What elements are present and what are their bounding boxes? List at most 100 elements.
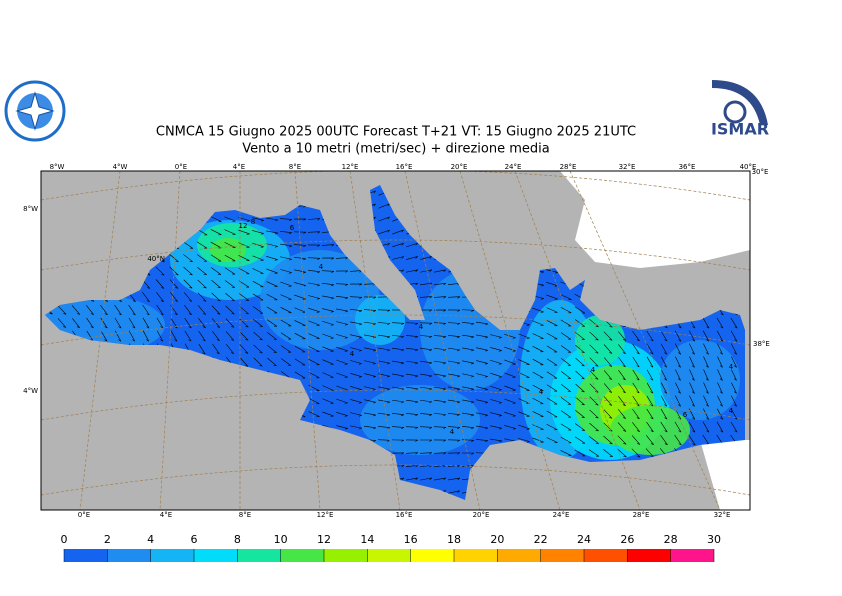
wind-arrow	[546, 384, 558, 392]
wind-arrow	[434, 386, 447, 391]
wind-arrow	[336, 308, 349, 313]
wind-arrow	[280, 231, 293, 235]
colorbar-tick-label: 24	[577, 533, 591, 546]
wind-arrow	[461, 322, 475, 326]
wind-arrow	[142, 330, 150, 342]
wind-arrow	[419, 296, 433, 299]
left-logo	[4, 80, 66, 142]
wind-arrow	[546, 397, 558, 405]
wind-arrow	[239, 344, 249, 354]
wind-arrow	[183, 292, 193, 302]
wind-arrow	[419, 452, 433, 455]
wind-arrow	[253, 331, 263, 341]
wind-arrow	[646, 408, 654, 420]
wind-arrow	[364, 373, 376, 378]
wind-arrow	[730, 408, 738, 420]
wind-arrow	[731, 356, 737, 368]
wind-arrow	[689, 356, 695, 368]
wind-arrow	[730, 317, 738, 329]
lon-label: 32°E	[714, 511, 731, 519]
wind-arrow	[225, 318, 235, 328]
lon-label: 4°W	[113, 163, 128, 171]
wind-arrow	[447, 439, 461, 442]
wind-arrow	[660, 395, 668, 407]
wind-arrow	[364, 360, 376, 365]
wind-arrow	[518, 372, 530, 379]
wind-arrow	[434, 360, 447, 365]
wind-arrow	[86, 305, 94, 315]
wind-arrow	[308, 320, 320, 326]
wind-arrow	[546, 320, 558, 327]
wind-arrow	[632, 422, 640, 432]
wind-arrow	[293, 244, 307, 247]
wind-arrow	[308, 371, 320, 379]
wind-arrow	[198, 318, 206, 329]
wind-arrow	[266, 256, 278, 261]
map: 12 8 6 4 4 4 4 4 6 4 4 4	[41, 171, 750, 510]
wind-arrow	[546, 410, 558, 418]
wind-arrow	[546, 437, 558, 443]
wind-arrow	[560, 332, 572, 340]
wind-arrow	[308, 346, 320, 353]
wind-arrow	[532, 320, 544, 326]
wind-arrow	[448, 347, 461, 352]
wind-arrow	[546, 332, 558, 340]
contour-label: 4	[450, 428, 455, 436]
colorbar-tick-label: 8	[234, 533, 241, 546]
wind-arrow	[364, 334, 377, 339]
wind-arrow	[490, 399, 502, 404]
wind-arrow	[461, 439, 475, 442]
wind-arrow	[364, 412, 376, 417]
wind-arrow	[419, 335, 433, 338]
wind-arrow	[391, 322, 405, 325]
wind-arrow	[674, 330, 682, 342]
wind-arrow	[128, 317, 136, 329]
color-cell	[410, 549, 454, 562]
wind-arrow	[238, 255, 250, 262]
colorbar-tick-label: 20	[490, 533, 504, 546]
wind-arrow	[170, 330, 178, 342]
wind-arrow	[420, 360, 433, 365]
wind-arrow	[617, 448, 627, 458]
wind-arrow	[490, 412, 502, 417]
wind-arrow	[363, 309, 377, 312]
colorbar-tick-label: 28	[664, 533, 678, 546]
wind-arrow	[574, 423, 586, 431]
wind-arrow	[266, 217, 279, 222]
colorbar-tick-label: 30	[707, 533, 721, 546]
wind-arrow	[336, 398, 348, 404]
wind-arrow	[280, 345, 292, 353]
wind-arrow	[308, 333, 320, 339]
wind-arrow	[518, 411, 530, 417]
wind-arrow	[336, 372, 348, 378]
wind-arrow	[603, 449, 613, 458]
wind-arrow	[308, 307, 320, 313]
ismar-logo: ISMAR	[711, 80, 770, 139]
wind-arrow	[433, 335, 447, 339]
wind-arrow	[603, 344, 613, 354]
color-cell	[324, 549, 368, 562]
wind-arrow	[100, 304, 108, 316]
wind-arrow	[378, 203, 390, 209]
colorbar-tick-label: 14	[360, 533, 374, 546]
graticule-labels: 8°W 4°W 0°E 4°E 8°E 12°E 16°E 20°E 24°E 28°E 32°E 3…	[23, 163, 770, 519]
wind-arrow	[546, 423, 558, 431]
wind-arrow	[717, 382, 723, 394]
wind-arrow	[419, 309, 433, 312]
wind-arrow	[322, 346, 334, 352]
wind-arrow	[280, 281, 292, 287]
graticule	[41, 171, 750, 510]
wind-arrow	[660, 369, 668, 381]
wind-arrow	[307, 257, 321, 260]
wind-arrow	[546, 307, 558, 313]
wind-arrow	[617, 409, 627, 419]
wind-arrow	[322, 333, 334, 339]
wind-arrow	[632, 369, 640, 381]
wind-arrow	[266, 306, 278, 314]
wind-arrow	[294, 358, 306, 366]
wind-arrow	[504, 333, 516, 339]
wind-arrow	[447, 296, 461, 299]
color-cell	[150, 549, 194, 562]
wind-arrow	[378, 412, 391, 417]
wind-arrow	[392, 399, 405, 404]
